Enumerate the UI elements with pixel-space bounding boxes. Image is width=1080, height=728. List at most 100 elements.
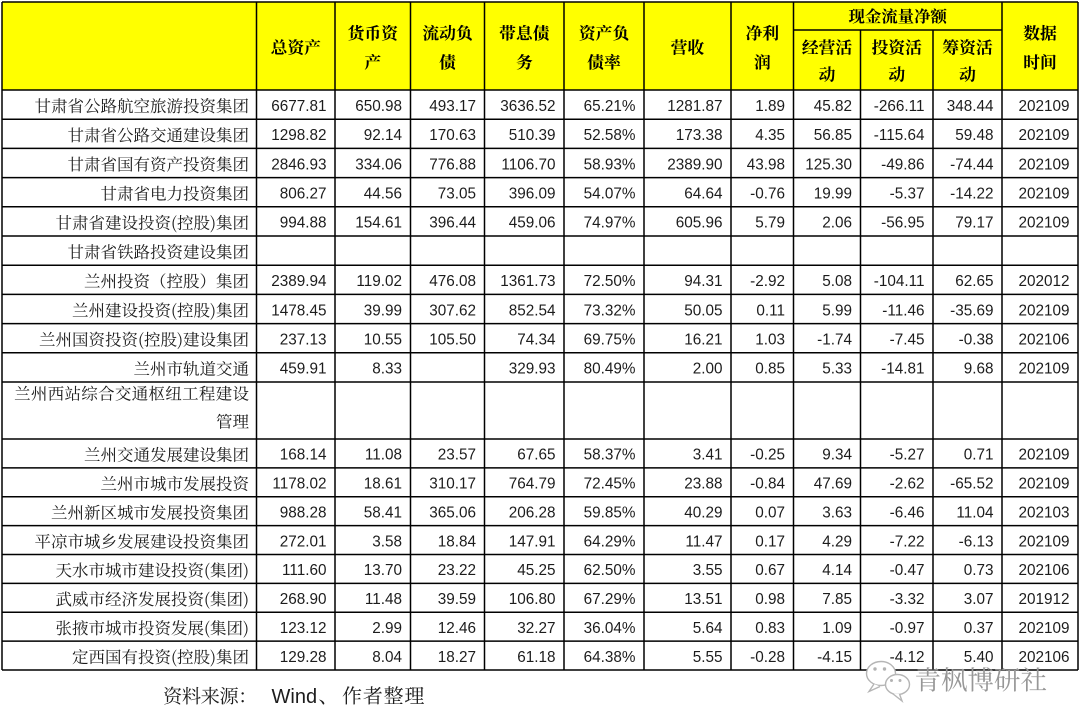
svg-text:4.35: 4.35 (755, 127, 785, 144)
svg-text:54.07%: 54.07% (584, 186, 636, 203)
svg-text:0.71: 0.71 (964, 447, 994, 464)
svg-text:2389.94: 2389.94 (271, 273, 327, 290)
svg-text:5.64: 5.64 (693, 620, 723, 637)
svg-text:476.08: 476.08 (429, 273, 476, 290)
svg-text:Wind: Wind (272, 686, 318, 708)
svg-text:1281.87: 1281.87 (667, 98, 722, 115)
svg-text:202106: 202106 (1018, 562, 1069, 579)
svg-text:1106.70: 1106.70 (501, 156, 555, 173)
svg-text:3.55: 3.55 (693, 562, 723, 579)
svg-text:0.07: 0.07 (755, 505, 785, 522)
svg-text:-0.25: -0.25 (750, 447, 785, 464)
svg-text:64.29%: 64.29% (584, 533, 636, 550)
svg-text:2389.90: 2389.90 (667, 156, 722, 173)
svg-text:-56.95: -56.95 (881, 215, 924, 232)
svg-text:32.27: 32.27 (517, 620, 555, 637)
svg-text:202103: 202103 (1018, 505, 1069, 522)
svg-text:147.91: 147.91 (509, 533, 556, 550)
svg-text:-0.28: -0.28 (750, 649, 785, 666)
svg-text:459.91: 459.91 (280, 361, 327, 378)
svg-text:11.47: 11.47 (685, 533, 722, 550)
svg-text:-0.76: -0.76 (750, 186, 785, 203)
svg-text:459.06: 459.06 (509, 215, 556, 232)
svg-text:-2.62: -2.62 (890, 476, 925, 493)
svg-text:-14.81: -14.81 (881, 361, 924, 378)
svg-text:13.51: 13.51 (684, 591, 722, 608)
svg-text:72.50%: 72.50% (584, 273, 636, 290)
svg-text:0.67: 0.67 (755, 562, 785, 579)
svg-text:-14.22: -14.22 (950, 186, 993, 203)
svg-text:0.83: 0.83 (755, 620, 785, 637)
svg-text:74.97%: 74.97% (584, 215, 636, 232)
svg-text:106.80: 106.80 (509, 591, 556, 608)
svg-text:5.40: 5.40 (964, 649, 994, 666)
svg-text:994.88: 994.88 (280, 215, 327, 232)
svg-text:16.21: 16.21 (684, 332, 722, 349)
svg-text:64.64: 64.64 (684, 186, 723, 203)
svg-text:-74.44: -74.44 (950, 156, 994, 173)
svg-text:5.55: 5.55 (693, 649, 723, 666)
svg-text:202012: 202012 (1018, 273, 1069, 290)
svg-text:6677.81: 6677.81 (271, 98, 326, 115)
svg-text:0.73: 0.73 (964, 562, 994, 579)
svg-text:80.49%: 80.49% (584, 361, 636, 378)
svg-text:-0.38: -0.38 (959, 332, 994, 349)
svg-text:3.58: 3.58 (372, 533, 402, 550)
svg-text:67.65: 67.65 (517, 447, 555, 464)
svg-text:13.70: 13.70 (364, 562, 402, 579)
svg-text:45.82: 45.82 (814, 98, 852, 115)
svg-text:0.17: 0.17 (755, 533, 785, 550)
svg-text:202106: 202106 (1018, 332, 1069, 349)
svg-text:-3.32: -3.32 (890, 591, 925, 608)
svg-text:852.54: 852.54 (509, 302, 556, 319)
svg-text:111.60: 111.60 (282, 562, 327, 579)
svg-text:18.27: 18.27 (438, 649, 476, 666)
svg-text:348.44: 348.44 (947, 98, 994, 115)
svg-text:-7.45: -7.45 (890, 332, 925, 349)
svg-text:11.04: 11.04 (956, 505, 994, 522)
svg-text:202106: 202106 (1018, 649, 1069, 666)
svg-text:-0.47: -0.47 (890, 562, 925, 579)
svg-text:1.89: 1.89 (755, 98, 785, 115)
svg-text:202109: 202109 (1018, 476, 1069, 493)
svg-text:-104.11: -104.11 (874, 273, 925, 290)
svg-text:92.14: 92.14 (364, 127, 403, 144)
svg-text:65.21%: 65.21% (584, 98, 636, 115)
svg-text:5.08: 5.08 (822, 273, 852, 290)
svg-text:0.98: 0.98 (755, 591, 785, 608)
svg-text:67.29%: 67.29% (584, 591, 636, 608)
svg-text:3636.52: 3636.52 (500, 98, 555, 115)
svg-text:11.08: 11.08 (365, 447, 402, 464)
svg-text:806.27: 806.27 (280, 186, 327, 203)
svg-text:3.41: 3.41 (693, 447, 723, 464)
svg-text:-35.69: -35.69 (950, 302, 993, 319)
svg-text:310.17: 310.17 (429, 476, 476, 493)
svg-text:47.69: 47.69 (814, 476, 852, 493)
svg-text:1.03: 1.03 (755, 332, 785, 349)
svg-text:23.57: 23.57 (438, 447, 476, 464)
svg-text:4.29: 4.29 (822, 533, 852, 550)
svg-text:329.93: 329.93 (509, 361, 556, 378)
svg-text:168.14: 168.14 (280, 447, 327, 464)
svg-text:7.85: 7.85 (822, 591, 852, 608)
svg-text:1478.45: 1478.45 (271, 302, 326, 319)
svg-text:56.85: 56.85 (814, 127, 852, 144)
svg-text:129.28: 129.28 (280, 649, 327, 666)
svg-text:365.06: 365.06 (429, 505, 476, 522)
svg-text:74.34: 74.34 (517, 332, 556, 349)
svg-text:5.33: 5.33 (822, 361, 852, 378)
svg-text:-11.46: -11.46 (882, 302, 924, 319)
svg-text:1.09: 1.09 (822, 620, 852, 637)
svg-text:44.56: 44.56 (364, 186, 402, 203)
svg-text:58.93%: 58.93% (584, 156, 636, 173)
svg-text:79.17: 79.17 (955, 215, 993, 232)
svg-text:12.46: 12.46 (438, 620, 476, 637)
svg-text:58.41: 58.41 (364, 505, 402, 522)
svg-text:202109: 202109 (1018, 127, 1069, 144)
svg-text:202109: 202109 (1018, 156, 1069, 173)
svg-text:73.32%: 73.32% (584, 302, 636, 319)
svg-text:-2.92: -2.92 (750, 273, 785, 290)
svg-text:64.38%: 64.38% (584, 649, 636, 666)
svg-text:396.44: 396.44 (429, 215, 476, 232)
svg-text:-65.52: -65.52 (950, 476, 993, 493)
